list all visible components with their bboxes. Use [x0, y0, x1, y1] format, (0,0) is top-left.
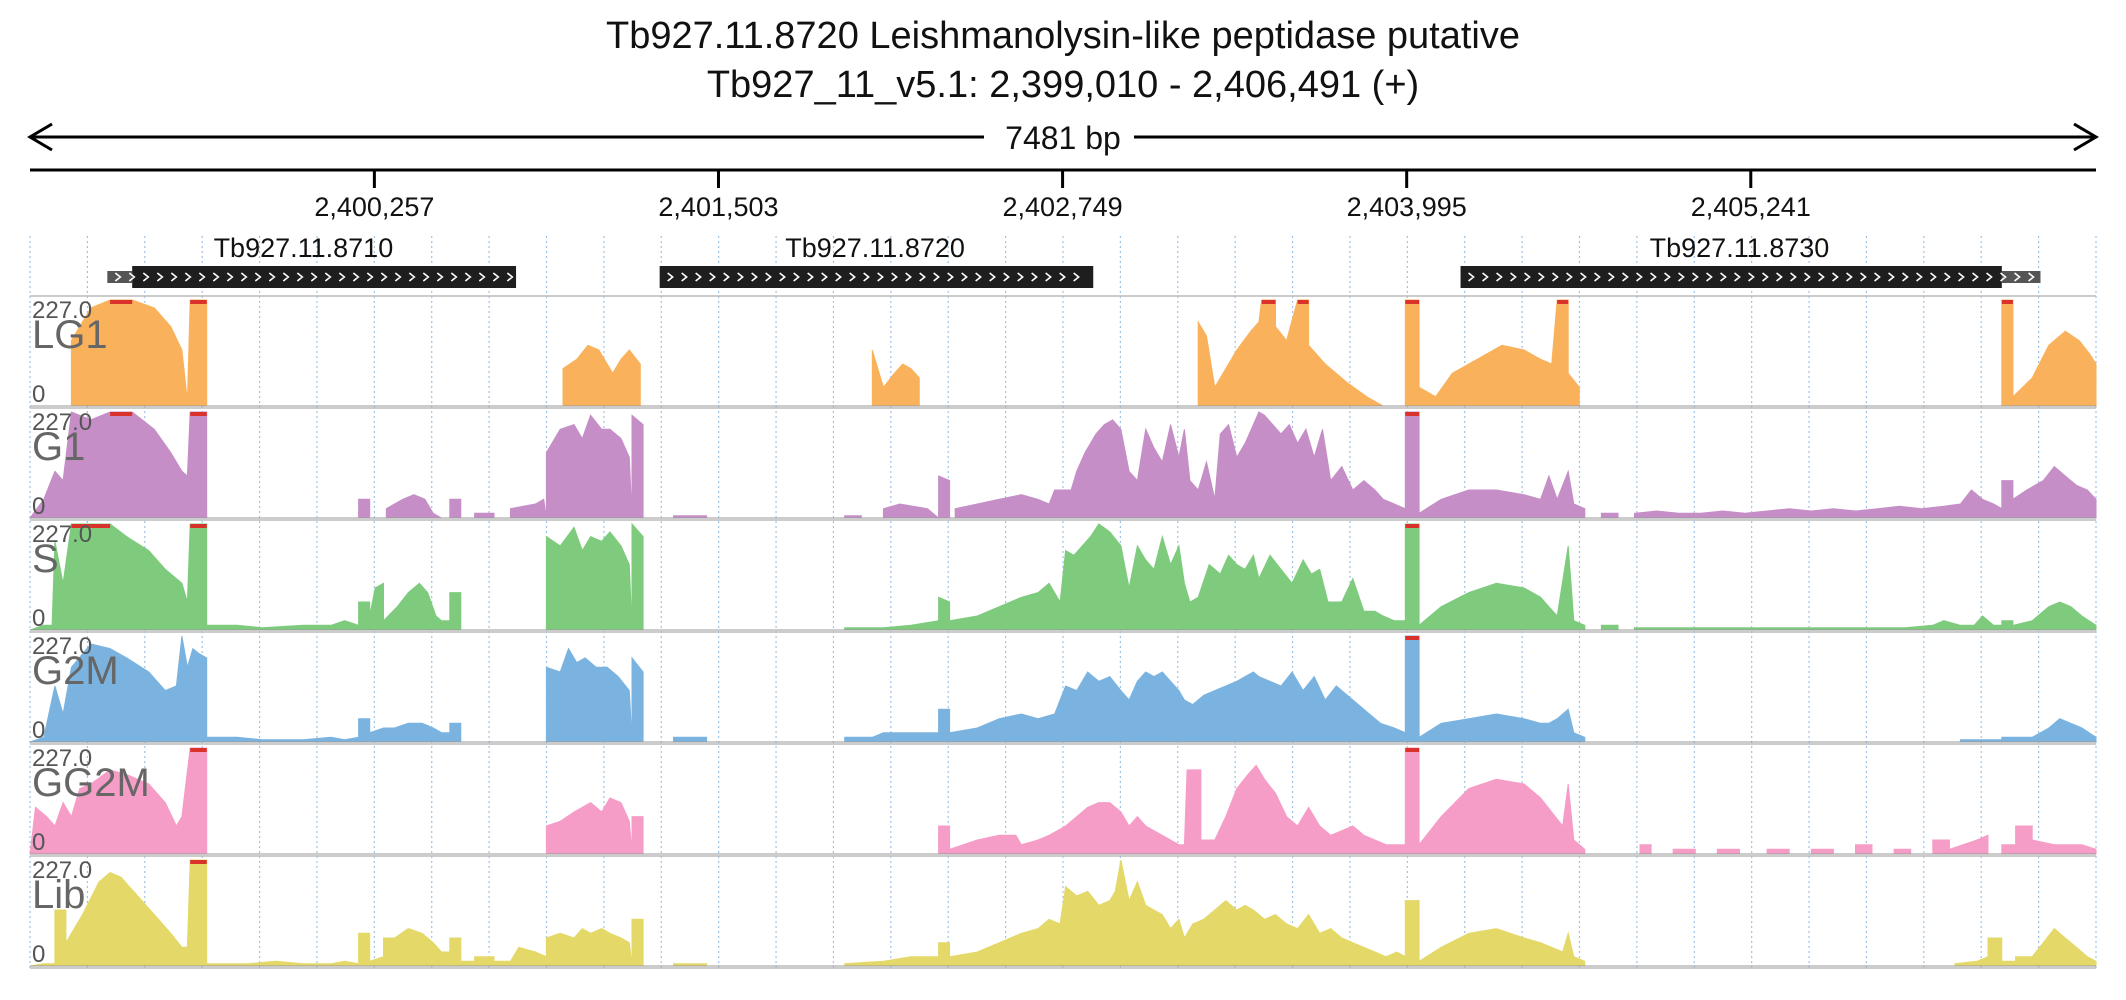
coverage-area-g1 [29, 411, 2097, 520]
clip-marker [1297, 300, 1309, 304]
clip-marker [2001, 300, 2013, 304]
track-g1: 227.0G1 0 [29, 407, 2097, 520]
coverage-area-s [29, 522, 2097, 631]
clip-marker [1405, 524, 1420, 528]
gene-body-0 [132, 266, 517, 288]
track-min-label: 0 [32, 717, 45, 744]
track-s: 227.0S 0 [29, 519, 2097, 632]
x-tick-label-2: 2,402,749 [1003, 192, 1123, 222]
track-min-label: 0 [32, 829, 45, 856]
clip-marker [190, 860, 207, 864]
strand-arrows [667, 272, 1080, 282]
gene-body-2 [1460, 266, 2002, 288]
clip-marker [1405, 636, 1420, 640]
chart-title: Tb927.11.8720 Leishmanolysin-like peptid… [606, 15, 1520, 57]
strand-arrows [1468, 272, 2035, 282]
coverage-area-g2m [29, 635, 2097, 743]
track-name-gg2m: GG2M [32, 761, 150, 805]
clip-marker [1405, 412, 1420, 416]
span-label: 7481 bp [1005, 120, 1121, 156]
coverage-area-lib [29, 859, 2097, 967]
chart-subtitle: Tb927_11_v5.1: 2,399,010 - 2,406,491 (+) [707, 64, 1419, 106]
track-name-g2m: G2M [32, 649, 119, 693]
clip-marker [1405, 748, 1420, 752]
x-axis: 2,400,257 2,401,503 2,402,749 2,403,995 2,40… [30, 168, 2096, 222]
track-max-label: 227.0 [32, 409, 92, 436]
gene-label-0: Tb927.11.8710 [214, 233, 394, 263]
gene-track: Tb927.11.8710 Tb927.11.8720 Tb927.11.8730 [107, 233, 2041, 288]
track-max-label: 227.0 [32, 745, 92, 772]
x-tick-label-1: 2,401,503 [658, 192, 778, 222]
track-max-label: 227.0 [32, 857, 92, 884]
track-min-label: 0 [32, 493, 45, 520]
strand-arrows [114, 272, 514, 282]
clip-marker [190, 748, 207, 752]
clip-marker [190, 524, 207, 528]
track-max-label: 227.0 [32, 297, 92, 324]
track-max-label: 227.0 [32, 633, 92, 660]
clip-marker [1557, 300, 1569, 304]
clip-marker [1261, 300, 1276, 304]
track-min-label: 0 [32, 941, 45, 968]
gene-body-1 [659, 266, 1094, 288]
track-name-g1: G1 [32, 425, 85, 469]
coverage-tracks: 227.0LG10227.0G10227.0S0227.0G2M0227.0GG… [29, 295, 2097, 969]
x-tick-label-3: 2,403,995 [1347, 192, 1467, 222]
x-tick-label-0: 2,400,257 [314, 192, 434, 222]
clip-marker [110, 412, 133, 416]
track-max-label: 227.0 [32, 521, 92, 548]
clip-marker [90, 524, 111, 528]
x-tick-label-4: 2,405,241 [1691, 192, 1811, 222]
clip-marker [110, 300, 133, 304]
clip-marker [1405, 300, 1420, 304]
clip-marker [71, 524, 91, 528]
gene-label-1: Tb927.11.8720 [785, 233, 965, 263]
track-min-label: 0 [32, 605, 45, 632]
track-name-s: S [32, 537, 59, 581]
span-arrow: 7481 bp [27, 119, 2099, 156]
gene-label-2: Tb927.11.8730 [1650, 233, 1830, 263]
track-name-lib: Lib [32, 873, 85, 917]
clip-marker [190, 300, 207, 304]
track-min-label: 0 [32, 381, 45, 408]
track-name-lg1: LG1 [32, 313, 108, 357]
clip-marker [190, 412, 207, 416]
